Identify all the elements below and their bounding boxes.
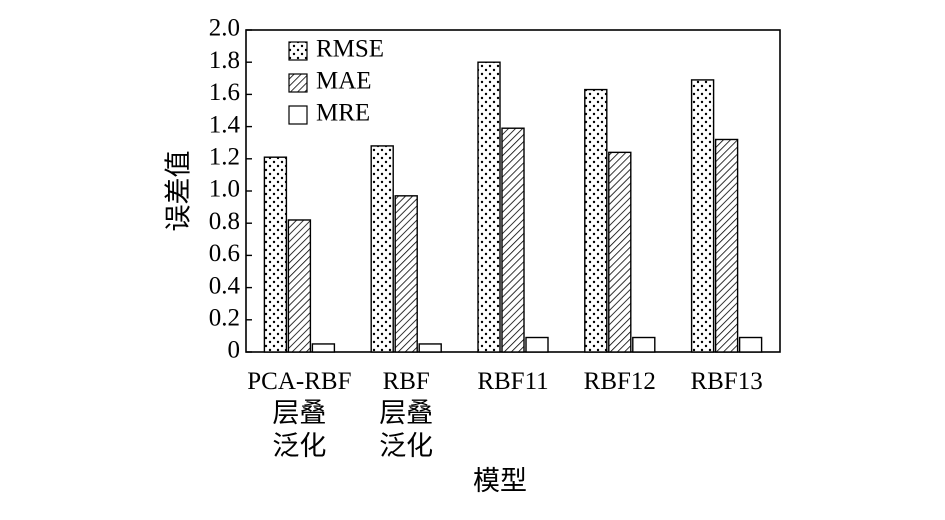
y-tick-label: 0 <box>228 337 241 364</box>
legend-label-mae: MAE <box>316 68 372 95</box>
x-tick-label: 泛化 <box>272 431 326 462</box>
legend-swatch-mae <box>288 73 308 93</box>
bar-mae <box>287 219 312 353</box>
x-tick-label: RBF11 <box>477 368 548 395</box>
x-tick-label: RBF13 <box>690 368 762 395</box>
bar-mre <box>525 336 549 353</box>
bar-mre <box>418 343 442 353</box>
legend-label-mre: MRE <box>316 100 370 127</box>
bar-rmse <box>584 88 608 353</box>
y-tick-label: 1.2 <box>209 144 240 171</box>
bar-mre <box>632 336 656 353</box>
y-axis-title: 误差值 <box>164 151 195 232</box>
bar-rmse <box>690 79 715 353</box>
legend-swatch-mre <box>288 105 308 125</box>
y-tick-label: 2.0 <box>209 15 240 42</box>
bar-mae <box>714 138 739 353</box>
legend-swatch-rmse <box>288 41 308 61</box>
y-tick-label: 0.2 <box>209 305 240 332</box>
legend-label-rmse: RMSE <box>316 36 384 63</box>
x-tick-label: PCA-RBF <box>247 368 351 395</box>
x-tick-label: 层叠 <box>272 398 326 429</box>
bar-mae <box>608 151 632 353</box>
y-tick-label: 0.4 <box>209 272 241 299</box>
y-tick-label: 1.0 <box>209 176 240 203</box>
bar-mae <box>501 127 525 353</box>
y-axis: 0 0.2 0.4 0.6 0.8 1.0 1.2 1.4 1.6 1.8 2.0 <box>209 15 252 364</box>
y-tick-label: 0.6 <box>209 240 240 267</box>
x-tick-label: RBF12 <box>584 368 656 395</box>
x-tick-label: 泛化 <box>379 431 433 462</box>
bar-rmse <box>263 156 288 353</box>
y-tick-label: 1.8 <box>209 47 240 74</box>
bar-mre <box>738 336 763 353</box>
bars <box>263 61 763 353</box>
bar-mae <box>394 195 418 353</box>
y-tick-label: 1.6 <box>209 79 240 106</box>
bar-mre <box>311 343 336 353</box>
y-tick-label: 0.8 <box>209 208 240 235</box>
bar-rmse <box>477 61 501 353</box>
legend: RMSE MAE MRE <box>288 36 384 127</box>
bar-rmse <box>370 145 394 353</box>
x-tick-label: RBF <box>383 368 430 395</box>
x-axis-title: 模型 <box>473 466 527 497</box>
x-tick-label: 层叠 <box>379 398 433 429</box>
y-tick-label: 1.4 <box>209 111 241 138</box>
